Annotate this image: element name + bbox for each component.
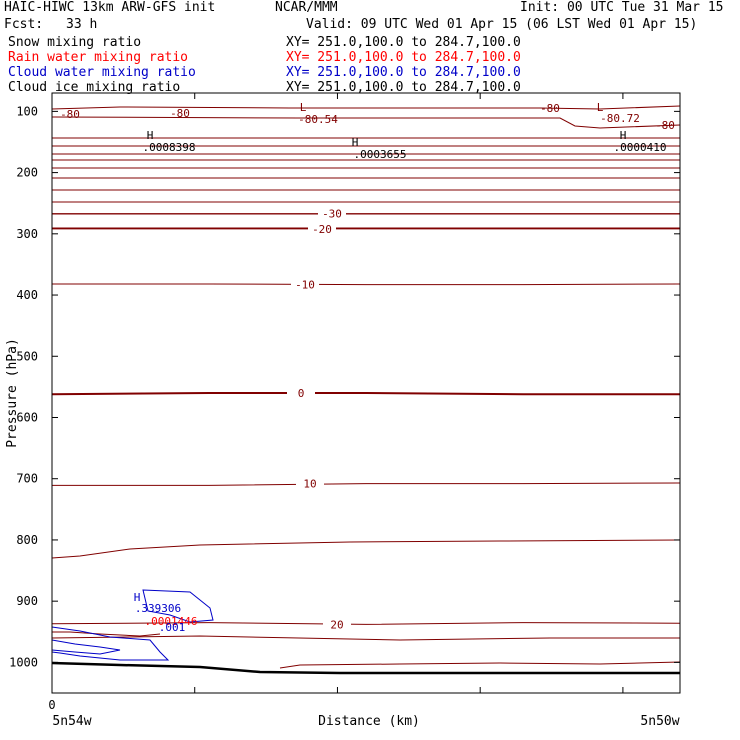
temperature-contour-label: -10 [295,279,315,292]
y-tick-label: 300 [16,227,38,241]
contour-annotation: .001 [159,621,186,634]
field-cloud-ice-name: Cloud ice mixing ratio [8,80,181,95]
field-snow-xy: XY= 251.0,100.0 to 284.7,100.0 [286,35,521,50]
y-tick-label: 500 [16,349,38,363]
contour-label-bg [318,207,346,220]
valid-time: Valid: 09 UTC Wed 01 Apr 15 (06 LST Wed … [306,17,698,32]
forecast-label: Fcst: [4,17,44,32]
upper-contour-line [51,105,681,110]
temperature-contour-label: -20 [312,223,332,236]
y-tick-label: 200 [16,166,38,180]
x-tick-label: 0 [48,698,55,712]
temperature-contour [52,283,681,286]
upper-contour-line [51,116,681,129]
contour-annotation: .0000410 [614,141,667,154]
contour-annotation: L [597,101,604,114]
contour-annotation: H [134,591,141,604]
x-axis-label: Distance (km) [318,714,420,729]
y-tick-label: 700 [16,472,38,486]
contour-annotation: -80 [540,102,560,115]
y-tick-label: 1000 [9,655,38,669]
y-axis-label: Pressure (hPa) [5,338,20,448]
lower-contour-line [51,539,681,559]
x-start-location: 5n54w [52,714,91,729]
field-cloud-water-name: Cloud water mixing ratio [8,65,196,80]
init-time: Init: 00 UTC Tue 31 Mar 15 [520,0,724,15]
temperature-contour-label: 0 [298,387,305,400]
field-rain-xy: XY= 251.0,100.0 to 284.7,100.0 [286,50,521,65]
contour-annotation: H [352,136,359,149]
lower-contour-line [52,631,161,637]
contour-label-bg [296,477,324,490]
forecast-hours: 33 h [66,17,98,32]
temperature-contour-label: 20 [330,618,343,631]
contour-annotation: -80 [60,108,80,121]
contour-label-bg [323,618,351,631]
contour-annotation: H [620,129,627,142]
temperature-contour-label: 10 [303,478,316,491]
contour-annotation: -80 [655,119,675,132]
y-tick-label: 100 [16,104,38,118]
cloud-water-contour [142,589,214,623]
contour-annotation: -80.72 [600,112,640,125]
lower-contour-line [279,661,681,669]
contour-annotation: .339306 [135,602,181,615]
temperature-contour [51,392,680,396]
org-label: NCAR/MMM [275,0,338,15]
detail-layer [51,105,681,675]
contour-label-bg [291,278,319,291]
contour-layer [51,213,681,625]
lower-contour-line [51,635,680,641]
x-end-location: 5n50w [640,714,679,729]
contour-annotation: .0008398 [143,141,196,154]
plot-frame [51,92,681,694]
field-cloud-water-xy: XY= 251.0,100.0 to 284.7,100.0 [286,65,521,80]
y-tick-label: 800 [16,533,38,547]
temperature-contour [51,622,681,625]
chart-title: HAIC-HIWC 13km ARW-GFS init [4,0,216,15]
field-cloud-ice-xy: XY= 251.0,100.0 to 284.7,100.0 [286,80,521,95]
contour-annotation: -80 [170,107,190,120]
contour-annotation: .0003655 [354,148,407,161]
contour-label-bg [287,387,315,399]
temperature-contour [52,482,681,486]
field-rain-name: Rain water mixing ratio [8,50,189,65]
temperature-contour-label: -30 [322,208,342,221]
contour-annotation: .0001446 [145,615,198,628]
contour-label-bg [308,222,336,235]
y-tick-label: 400 [16,288,38,302]
y-tick-label: 600 [16,410,38,424]
contour-annotation: L [300,101,307,114]
cloud-water-contour [51,639,121,655]
cloud-water-contour [51,626,170,661]
terrain-line [51,661,680,675]
contour-annotation: H [147,129,154,142]
field-snow-name: Snow mixing ratio [8,35,142,50]
y-tick-label: 900 [16,594,38,608]
contour-annotation: -80.54 [298,113,338,126]
